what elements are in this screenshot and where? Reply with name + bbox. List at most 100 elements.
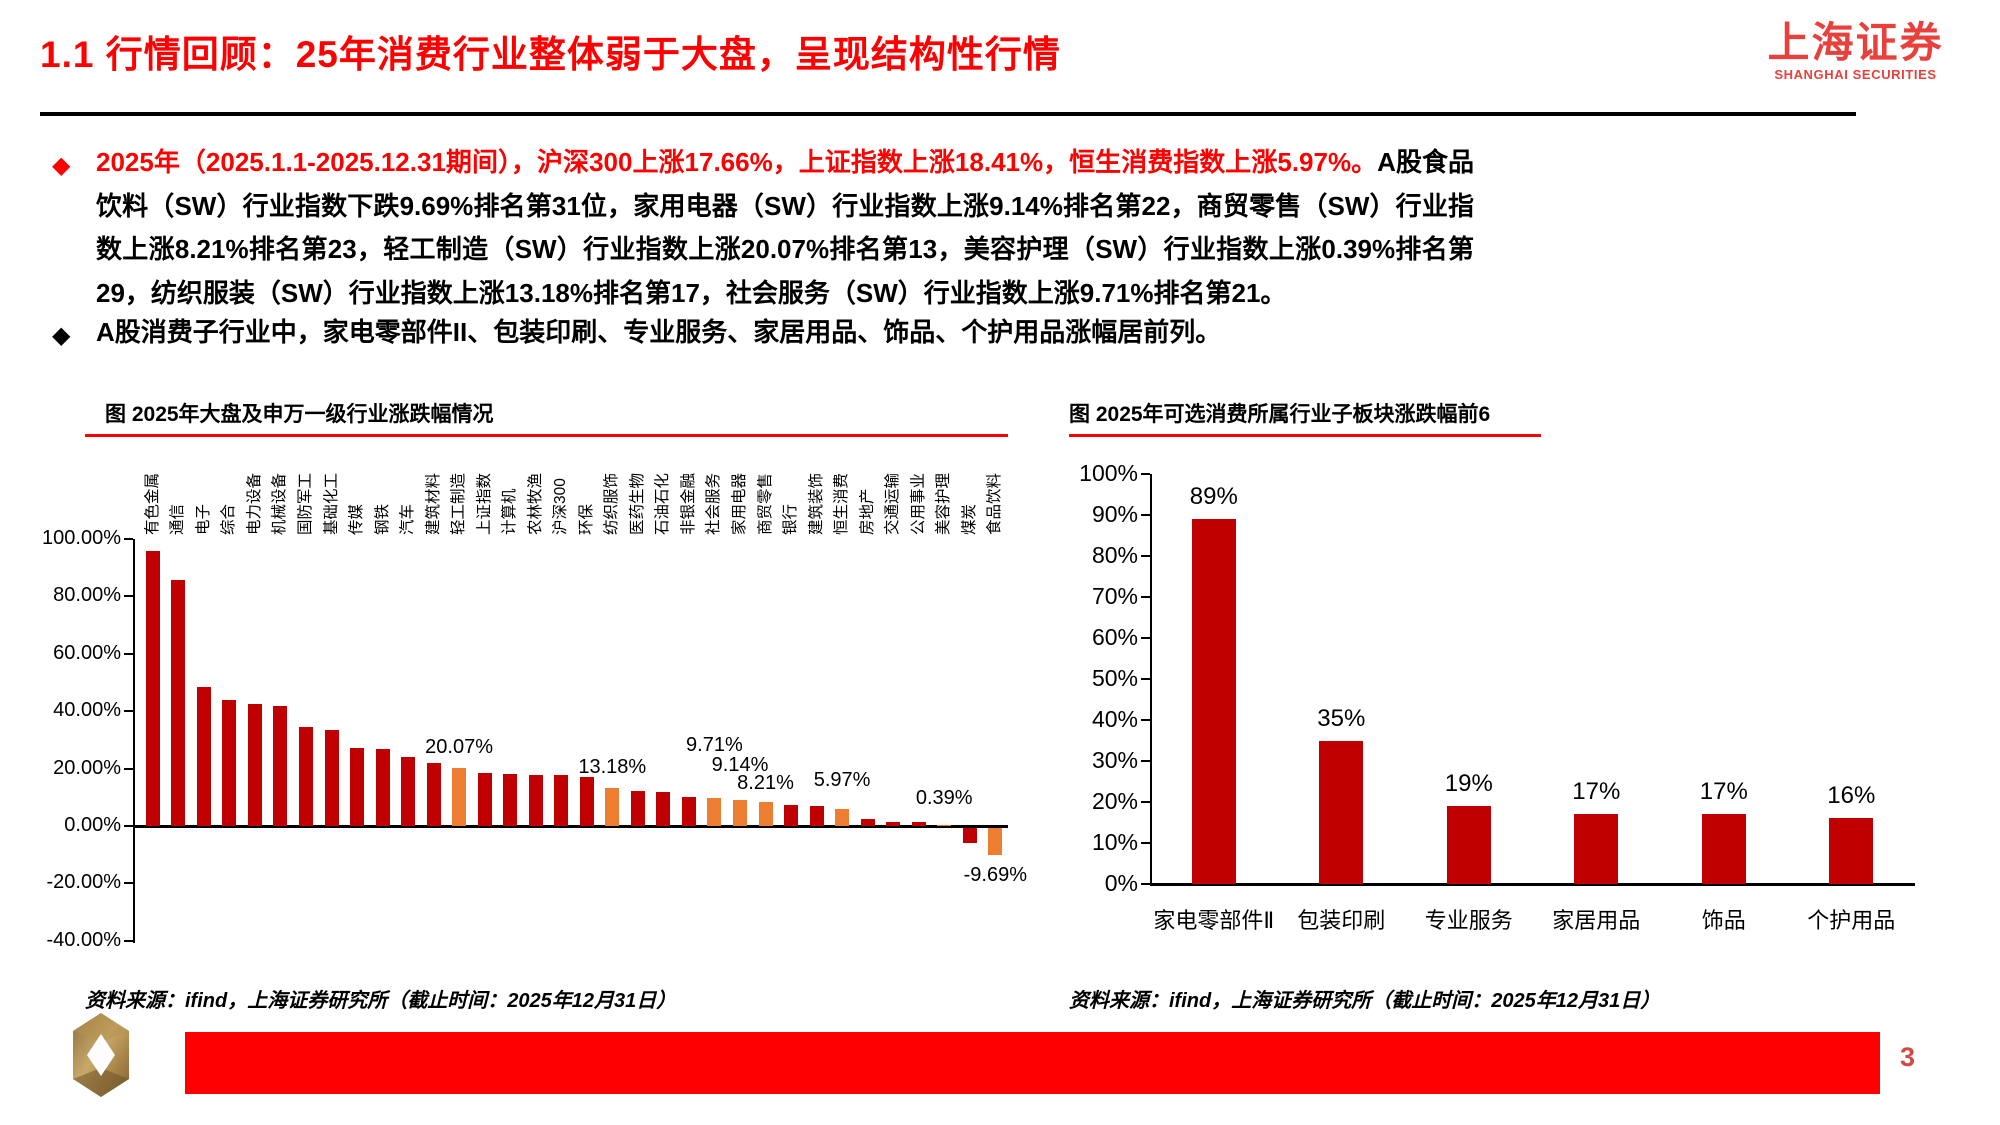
bar-饰品 [1701, 814, 1746, 884]
y-tick-mark [124, 767, 133, 770]
category-label: 电子 [194, 503, 212, 535]
bar-电力设备 [247, 704, 262, 826]
y-tick-mark [124, 595, 133, 598]
category-label: 环保 [577, 503, 595, 535]
category-label: 农林牧渔 [526, 472, 544, 535]
gem-emblem-icon [73, 1013, 129, 1097]
bar-value-label: 89% [1189, 483, 1238, 511]
y-tick-mark [124, 538, 133, 540]
category-label: 家用电器 [731, 472, 748, 535]
bar-家用电器 [733, 799, 747, 826]
y-tick-label: 20% [1091, 788, 1138, 814]
category-label: 综合 [220, 503, 238, 535]
category-label: 建筑装饰 [807, 472, 825, 535]
y-tick-mark [124, 939, 133, 942]
category-label: 通信 [169, 503, 187, 535]
bar-农林牧渔 [528, 774, 543, 826]
page-title: 1.1 行情回顾：25年消费行业整体弱于大盘，呈现结构性行情 [40, 34, 1061, 75]
y-tick-label: 0% [1104, 870, 1138, 896]
y-tick-mark [1141, 760, 1150, 762]
y-tick-mark [1141, 637, 1150, 639]
bar-家居用品 [1574, 814, 1619, 884]
bar-美容护理 [937, 824, 952, 826]
bar-value-label: 5.97% [813, 768, 871, 791]
bar-value-label: 0.39% [915, 786, 973, 809]
bar-房地产 [860, 818, 875, 826]
y-tick-label: 20.00% [53, 756, 121, 779]
header-divider [40, 112, 1856, 116]
category-label: 上证指数 [475, 472, 493, 535]
y-tick-label: 80.00% [53, 584, 121, 607]
y-axis-line [133, 539, 135, 943]
y-tick-label: 80% [1091, 542, 1138, 568]
category-label: 公用事业 [909, 472, 927, 535]
company-logo-en: SHANGHAI SECURITIES [1774, 67, 1937, 82]
y-tick-mark [124, 882, 133, 885]
category-label: 国防军工 [296, 472, 314, 535]
bar-包装印刷 [1319, 740, 1364, 884]
bar-计算机 [503, 774, 518, 826]
bar-医药生物 [630, 791, 645, 826]
y-tick-mark [1141, 801, 1150, 803]
bar-银行 [784, 805, 798, 826]
y-tick-label: 50% [1091, 665, 1138, 691]
y-tick-label: 10% [1091, 829, 1138, 855]
category-label: 包装印刷 [1297, 908, 1386, 933]
bar-汽车 [401, 756, 416, 826]
diamond-bullet-icon: ◆ [52, 152, 71, 179]
company-logo-cn: 上海证券 [1767, 19, 1944, 66]
bar-value-label: 16% [1827, 782, 1876, 810]
bar-恒生消费 [835, 808, 850, 826]
category-label: 医药生物 [628, 472, 646, 535]
bar-社会服务 [707, 798, 722, 826]
category-label: 家电零部件Ⅱ [1153, 908, 1275, 933]
y-tick-mark [1141, 719, 1150, 721]
bullet-1: 2025年（2025.1.1-2025.12.31期间），沪深300上涨17.6… [96, 141, 1474, 315]
y-tick-label: 30% [1091, 747, 1138, 773]
y-tick-mark [1141, 555, 1150, 557]
category-label: 银行 [782, 503, 799, 535]
category-label: 传媒 [348, 503, 365, 535]
bar-建筑材料 [426, 762, 441, 826]
y-tick-mark [1141, 678, 1150, 680]
bar-钢铁 [375, 749, 390, 826]
category-label: 纺织服饰 [603, 472, 621, 535]
bar-value-label: 9.71% [686, 734, 743, 757]
y-tick-label: -20.00% [46, 871, 122, 894]
bar-value-label: 8.21% [737, 772, 794, 795]
y-tick-mark [124, 825, 133, 827]
y-tick-mark [1141, 514, 1150, 516]
category-label: 饰品 [1701, 908, 1746, 933]
category-label: 基础化工 [322, 472, 340, 535]
y-tick-label: 70% [1091, 583, 1138, 609]
category-label: 食品饮料 [986, 472, 1004, 535]
category-label: 轻工制造 [450, 472, 468, 535]
category-label: 机械设备 [271, 472, 289, 535]
bar-沪深300 [554, 775, 569, 826]
bar-专业服务 [1446, 806, 1491, 884]
bar-纺织服饰 [605, 788, 620, 826]
bar-value-label: -9.69% [963, 863, 1027, 886]
y-tick-label: 100.00% [42, 527, 121, 549]
y-tick-label: 40% [1091, 706, 1138, 732]
bar-石油石化 [656, 792, 671, 826]
category-label: 沪深300 [552, 478, 570, 535]
bar-value-label: 20.07% [425, 736, 494, 759]
category-label: 计算机 [501, 488, 519, 535]
category-label: 美容护理 [935, 472, 953, 535]
y-tick-mark [1141, 596, 1150, 598]
bar-综合 [222, 700, 237, 826]
left-chart-title: 图 2025年大盘及申万一级行业涨跌幅情况 [105, 403, 494, 426]
y-tick-label: 60.00% [53, 641, 121, 664]
y-tick-label: -40.00% [46, 928, 122, 951]
y-tick-mark [124, 710, 133, 713]
bullet-2: A股消费子行业中，家电零部件II、包装印刷、专业服务、家居用品、饰品、个护用品涨… [96, 311, 1496, 355]
bar-上证指数 [477, 773, 492, 826]
category-label: 社会服务 [705, 472, 723, 535]
bar-电子 [196, 686, 211, 826]
bar-商贸零售 [758, 802, 773, 826]
bar-基础化工 [324, 730, 339, 826]
footer-accent-bar [185, 1032, 1880, 1094]
category-label: 煤炭 [960, 503, 978, 535]
